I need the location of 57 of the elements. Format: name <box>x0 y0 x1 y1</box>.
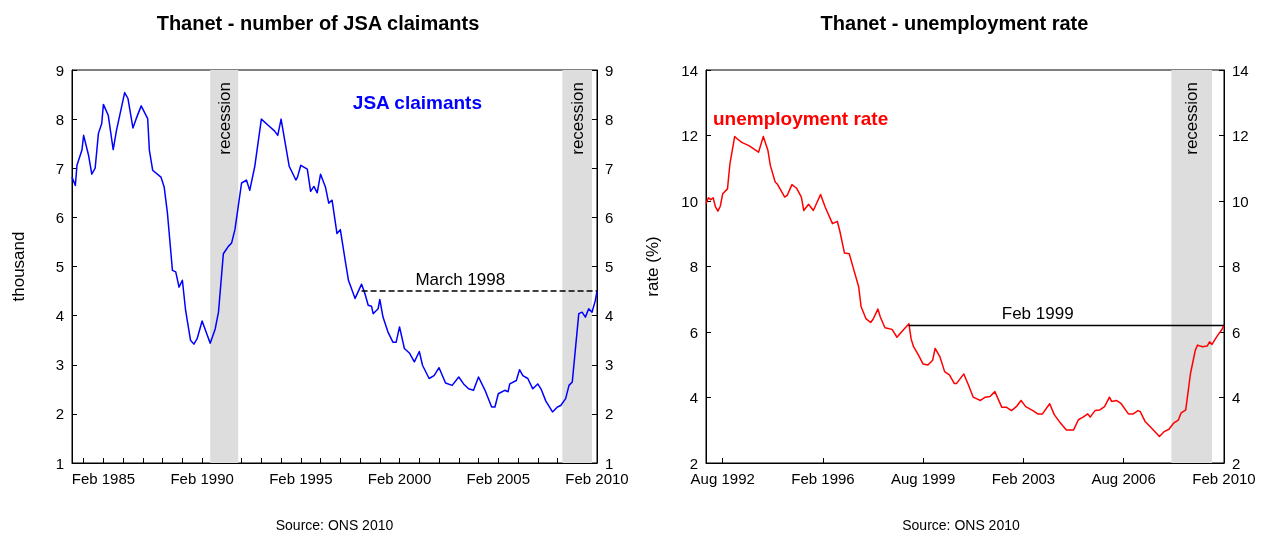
y2-tick-label: 9 <box>605 61 614 79</box>
y-tick-label: 6 <box>55 208 64 226</box>
chart-title: Thanet - number of JSA claimants <box>156 12 480 34</box>
x-tick-label: Feb 2000 <box>367 470 432 487</box>
annotation: March 1998 <box>415 270 506 290</box>
x-tick-label: Feb 1990 <box>170 470 234 487</box>
y2-tick-label: 6 <box>605 208 614 226</box>
y2-tick-label: 4 <box>605 307 614 325</box>
text: JSA claimants <box>352 91 482 113</box>
y-tick-label: 7 <box>55 159 64 177</box>
y2-tick-label: 6 <box>1232 323 1241 341</box>
y2-tick-label: 3 <box>605 356 614 374</box>
y2-tick-label: 10 <box>1232 192 1249 210</box>
y-tick-label: 8 <box>689 258 698 275</box>
y2-tick-label: 1 <box>605 454 614 472</box>
y-tick-label: 12 <box>681 127 698 144</box>
y2-tick-label: 12 <box>1232 127 1249 144</box>
x-tick-label: Aug 1992 <box>690 470 755 487</box>
annotation: Feb 1999 <box>1001 304 1074 324</box>
y-tick-label: 3 <box>55 356 64 374</box>
y-tick-label: 2 <box>55 405 64 423</box>
y2-tick-label: 7 <box>605 159 614 177</box>
y-tick-label: 9 <box>55 61 64 79</box>
y-tick-label: 5 <box>55 258 64 275</box>
source-note: Source: ONS 2010 <box>902 517 1020 533</box>
source-note: Source: ONS 2010 <box>275 517 394 533</box>
x-tick-label: Feb 2010 <box>1192 470 1256 487</box>
y-tick-label: 6 <box>689 323 698 341</box>
x-tick-label: Feb 1985 <box>71 470 136 487</box>
y2-tick-label: 2 <box>605 405 614 423</box>
y2-tick-label: 5 <box>605 258 614 275</box>
y-tick-label: 4 <box>689 389 698 406</box>
y-axis-title: rate (%) <box>643 236 662 297</box>
x-tick-label: Feb 2005 <box>466 470 530 487</box>
x-tick-label: Aug 2006 <box>1091 470 1156 487</box>
band-label: recession <box>567 82 587 155</box>
y-axis-title: thousand <box>9 231 28 302</box>
y-tick-label: 14 <box>681 61 698 79</box>
y-tick-label: 10 <box>681 192 698 210</box>
y-tick-label: 2 <box>689 454 698 472</box>
y-tick-label: 8 <box>55 110 64 128</box>
y2-tick-label: 4 <box>1232 389 1241 406</box>
band-label: recession <box>1182 82 1202 155</box>
y2-tick-label: 14 <box>1232 61 1249 79</box>
y2-tick-label: 2 <box>1232 454 1241 472</box>
x-tick-label: Feb 2010 <box>565 470 629 487</box>
x-tick-label: Feb 2003 <box>991 470 1056 487</box>
x-tick-label: Feb 1996 <box>791 470 855 487</box>
x-tick-label: Aug 1999 <box>891 470 956 487</box>
y2-tick-label: 8 <box>1232 258 1241 275</box>
chart-title: Thanet - unemployment rate <box>820 12 1089 34</box>
x-tick-label: Feb 1995 <box>269 470 333 487</box>
band-label: recession <box>214 82 234 155</box>
y-tick-label: 1 <box>55 454 64 472</box>
y-tick-label: 4 <box>55 307 64 325</box>
y2-tick-label: 8 <box>605 110 614 128</box>
series-label: unemployment rate <box>713 107 889 129</box>
